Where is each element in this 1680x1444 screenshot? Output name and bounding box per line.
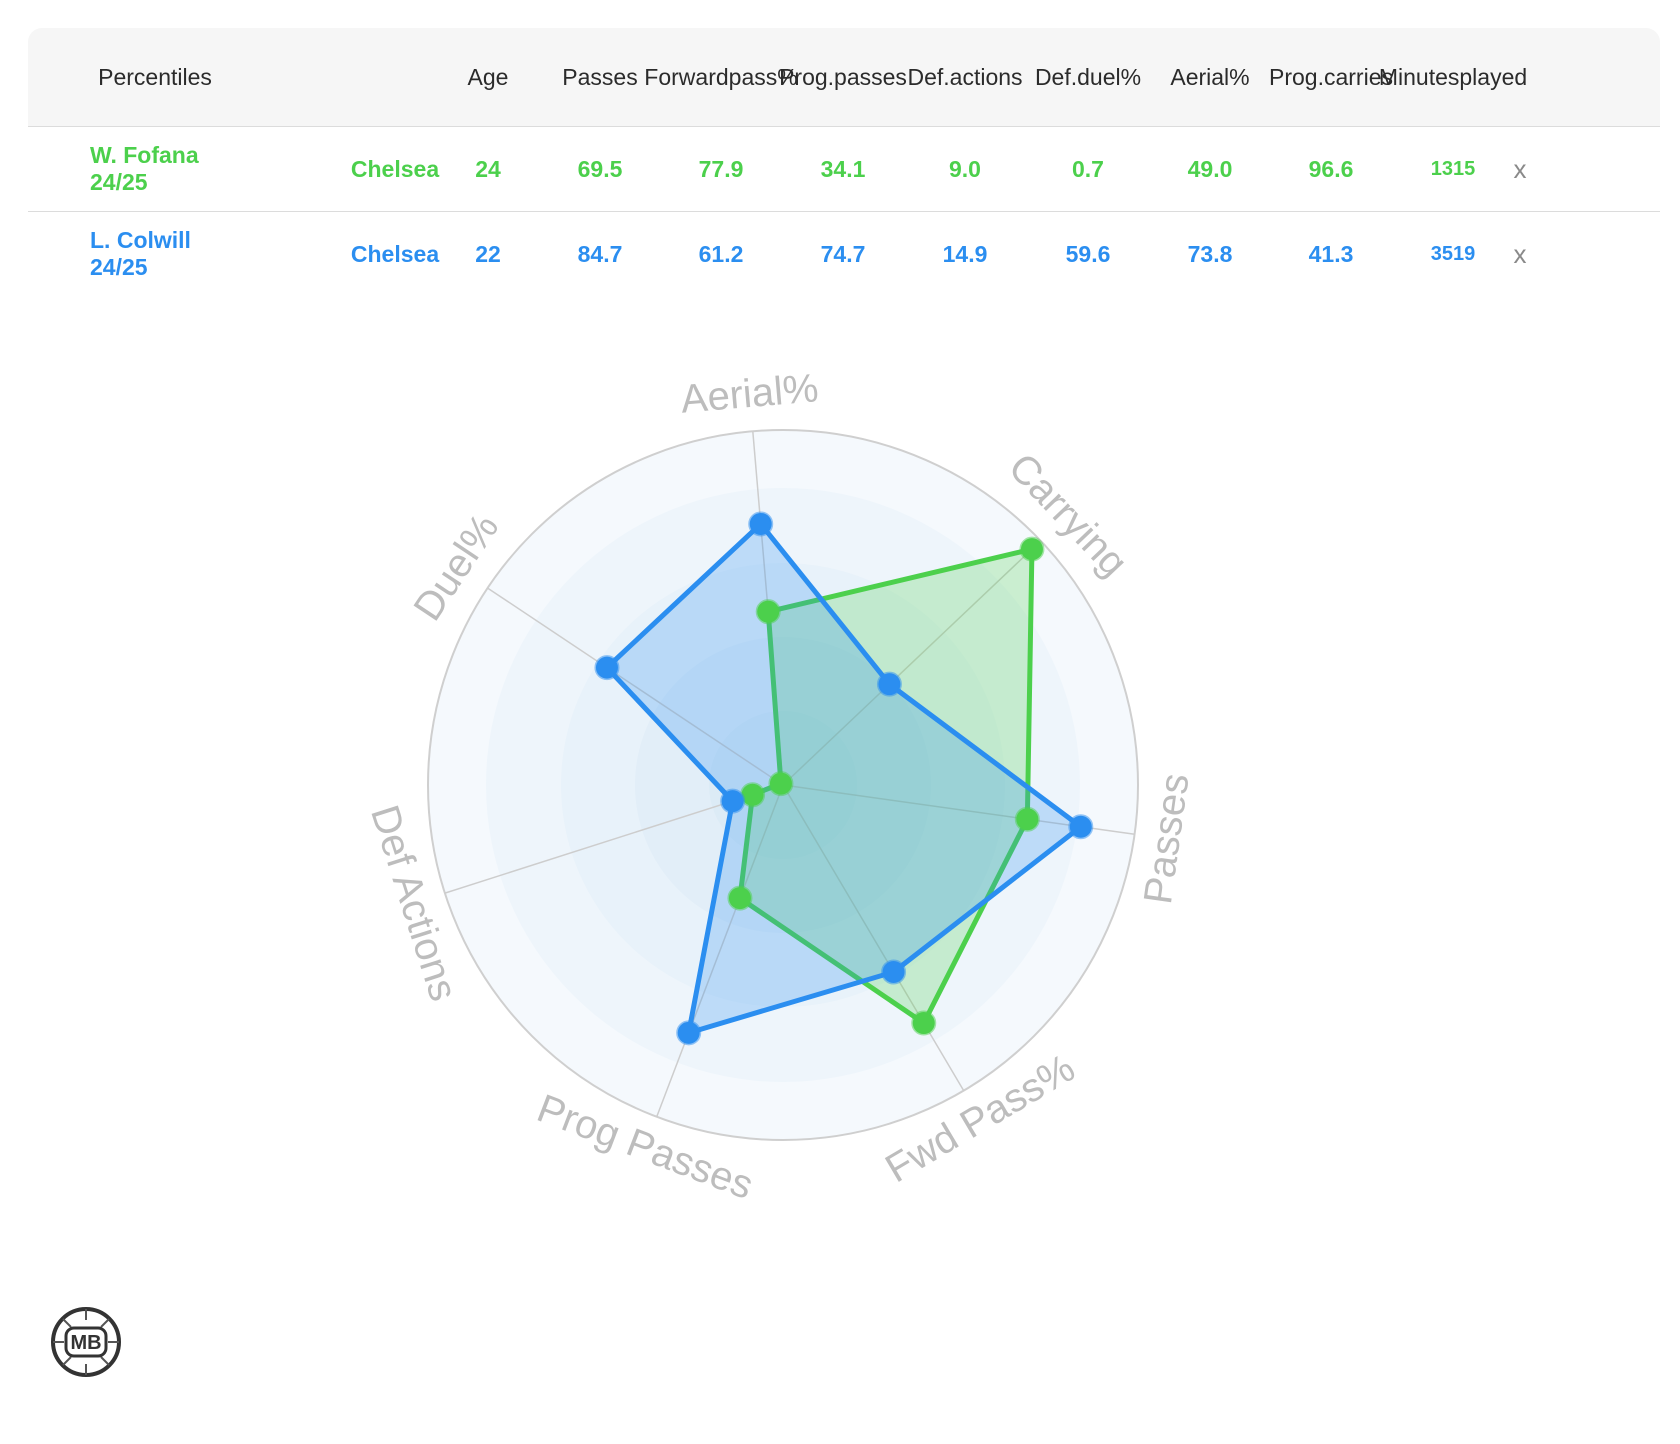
cell-aerial: 49.0 — [1187, 155, 1233, 182]
radar-spoke — [782, 540, 1042, 786]
radar-point — [911, 1010, 937, 1036]
team-name: Chelsea — [350, 155, 440, 182]
radar-point — [768, 771, 794, 797]
header-line: Forward — [644, 64, 729, 90]
header-line: Prog. — [1269, 64, 1324, 90]
cell-prog-passes: 34.1 — [820, 155, 866, 182]
radar-point — [727, 885, 753, 911]
header-line: passes — [834, 64, 907, 90]
header-line: Age — [467, 64, 509, 90]
radar-series-1 — [604, 521, 1084, 1036]
radar-point — [748, 511, 774, 537]
mb-logo-icon: MB — [51, 1307, 121, 1377]
header-age: Age — [423, 28, 553, 126]
header-line: Def. — [1034, 64, 1078, 90]
player-name[interactable]: L. Colwill 24/25 — [90, 227, 191, 280]
radar-point — [720, 788, 746, 814]
cell-minutes: 3519 — [1430, 242, 1476, 265]
radar-spoke — [782, 784, 965, 1091]
remove-row-button[interactable]: x — [1513, 238, 1527, 269]
radar-spoke — [487, 587, 784, 786]
radar-point — [1068, 814, 1094, 840]
radar-point — [676, 1020, 702, 1046]
header-line: Prog. — [779, 64, 835, 90]
radar-axis-label: Aerial% — [679, 366, 820, 422]
header-prog-passes: Prog. passes — [778, 28, 908, 126]
header-line: Aerial% — [1170, 64, 1250, 90]
radar-point — [876, 671, 902, 697]
header-prog-carries: Prog. carries — [1266, 28, 1396, 126]
header-def-duel: Def. duel% — [1023, 28, 1153, 126]
comparison-table: Percentiles Age Passes Forward pass% Prog… — [28, 28, 1660, 296]
logo-text: MB — [70, 1332, 101, 1354]
radar-point — [881, 959, 907, 985]
header-aerial: Aerial% — [1145, 28, 1275, 126]
cell-forward-pass: 61.2 — [698, 240, 744, 267]
cell-minutes: 1315 — [1430, 157, 1476, 180]
radar-point — [1019, 536, 1045, 562]
header-line: Def. — [907, 64, 950, 90]
header-line: Percentiles — [98, 64, 212, 90]
radar-spoke — [656, 784, 784, 1118]
cell-age: 24 — [475, 155, 501, 182]
header-passes: Passes — [535, 28, 665, 126]
header-line: actions — [949, 64, 1023, 90]
cell-prog-passes: 74.7 — [820, 240, 866, 267]
radar-point — [594, 655, 620, 681]
remove-row-button[interactable]: x — [1513, 153, 1527, 184]
team-name: Chelsea — [350, 240, 440, 267]
cell-def-actions: 9.0 — [949, 155, 981, 182]
cell-def-duel: 59.6 — [1065, 240, 1111, 267]
radar-axis-label: Passes — [1136, 771, 1198, 907]
cell-forward-pass: 77.9 — [698, 155, 744, 182]
table-row[interactable]: W. Fofana 24/25 Chelsea 24 69.5 77.9 34.… — [28, 127, 1660, 212]
player-name[interactable]: W. Fofana 24/25 — [90, 142, 199, 195]
header-def-actions: Def. actions — [900, 28, 1030, 126]
cell-aerial: 73.8 — [1187, 240, 1233, 267]
radar-point — [755, 599, 781, 625]
header-line: Passes — [562, 64, 638, 90]
header-minutes: Minutes played — [1379, 28, 1527, 126]
cell-def-duel: 0.7 — [1072, 155, 1104, 182]
header-line: played — [1459, 64, 1528, 90]
cell-passes: 84.7 — [577, 240, 623, 267]
table-header: Percentiles Age Passes Forward pass% Prog… — [28, 28, 1660, 127]
cell-passes: 69.5 — [577, 155, 623, 182]
radar-point — [1014, 806, 1040, 832]
header-percentiles: Percentiles — [90, 28, 220, 126]
header-line: carries — [1323, 64, 1393, 90]
cell-def-actions: 14.9 — [942, 240, 988, 267]
cell-prog-carries: 96.6 — [1308, 155, 1354, 182]
header-line: duel% — [1077, 64, 1142, 90]
header-forward-pass: Forward pass% — [644, 28, 797, 126]
header-line: pass% — [728, 64, 798, 90]
header-line: Minutes — [1378, 64, 1460, 90]
table-row[interactable]: L. Colwill 24/25 Chelsea 22 84.7 61.2 74… — [28, 212, 1660, 296]
cell-age: 22 — [475, 240, 501, 267]
cell-prog-carries: 41.3 — [1308, 240, 1354, 267]
